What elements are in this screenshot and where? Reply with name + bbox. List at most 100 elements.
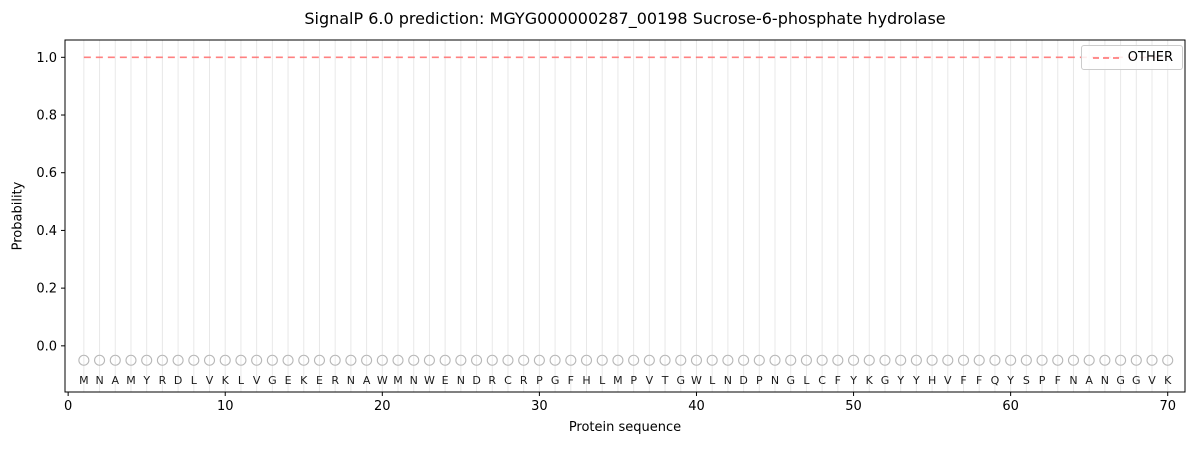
residue-letter: Y [896,374,904,387]
residue-marker [188,354,200,366]
x-tick-label: 60 [1002,399,1019,414]
y-tick-label: 0.0 [36,339,57,354]
residue-letter: H [928,374,936,387]
residue-marker [910,354,922,366]
residue-letter: T [661,374,669,387]
residue-marker [895,354,907,366]
residue-marker [659,354,671,366]
residue-marker [266,354,278,366]
residue-letter: M [126,374,136,387]
residue-marker [1067,354,1080,366]
residue-letter: L [191,374,198,387]
residue-letter: V [646,374,654,387]
residue-letter: V [1148,374,1156,387]
x-tick-label: 40 [688,399,705,414]
residue-marker [675,354,687,366]
residue-marker [78,354,90,366]
residue-marker [329,354,341,366]
residue-marker [471,354,483,366]
y-tick-label: 0.8 [36,109,57,124]
residue-letter: G [1132,374,1141,387]
residue-letter: F [976,374,982,387]
residue-marker [816,354,828,366]
residue-marker [1020,354,1032,366]
residue-marker [1162,354,1174,366]
residue-letter: R [331,374,339,387]
residue-marker [125,354,137,366]
residue-marker [800,354,812,366]
residue-letter: W [691,374,702,387]
residue-letter: N [347,374,355,387]
residue-letter: V [253,374,261,387]
residue-marker [1115,354,1127,366]
residue-marker [345,354,357,366]
x-tick-label: 70 [1159,399,1176,414]
residue-marker [863,354,875,366]
residue-marker [94,354,106,366]
residue-marker [486,354,498,366]
residue-letter: L [599,374,606,387]
residue-letter: P [756,374,763,387]
residue-letter: Q [991,374,1000,387]
residue-letter: G [676,374,685,387]
residue-letter: K [866,374,874,387]
residue-letter: N [410,374,418,387]
residue-letter: F [960,374,966,387]
residue-letter: D [472,374,480,387]
legend-other-label: OTHER [1127,50,1173,65]
residue-letter: C [504,374,512,387]
residue-letter: E [442,374,449,387]
residue-letter: N [1069,374,1077,387]
residue-marker [392,354,404,366]
residue-letter: R [488,374,496,387]
residue-marker [219,354,231,366]
residue-marker [596,354,608,366]
residue-marker [313,354,326,366]
residue-marker [502,354,514,366]
y-tick-label: 0.6 [36,166,57,181]
residue-marker [235,354,247,366]
residue-letter: N [95,374,103,387]
y-tick-label: 0.4 [36,224,57,239]
residue-letter: A [363,374,371,387]
residue-marker [753,354,765,366]
residue-letter: L [803,374,810,387]
residue-marker [172,354,184,366]
residue-letter: N [1101,374,1109,387]
residue-letter: M [393,374,403,387]
residue-marker [565,354,577,366]
residue-marker [376,354,388,366]
residue-letter: V [944,374,952,387]
residue-marker [848,354,860,366]
residue-letter: F [1055,374,1061,387]
legend: OTHER [1080,45,1183,70]
residue-marker [973,354,985,366]
residue-marker [942,354,954,366]
residue-marker [439,354,451,366]
residue-letter: F [835,374,841,387]
residue-marker [1130,354,1142,366]
residue-marker [957,354,970,366]
residue-letter: F [568,374,574,387]
residue-letter: Y [912,374,920,387]
residue-marker [109,354,121,366]
residue-letter: K [300,374,308,387]
residue-letter: S [1023,374,1030,387]
residue-marker [455,354,467,366]
residue-letter: H [582,374,590,387]
residue-marker [628,354,640,366]
residue-marker [580,354,593,366]
residue-letter: P [1039,374,1046,387]
chart-title: SignalP 6.0 prediction: MGYG000000287_00… [304,9,946,28]
residue-marker [690,354,703,366]
residue-marker [408,354,420,366]
residue-marker [1083,354,1095,366]
residue-marker [251,354,263,366]
residue-letter: P [630,374,637,387]
x-tick-label: 10 [217,399,234,414]
residue-letter: G [268,374,277,387]
residue-letter: Y [849,374,857,387]
residue-letter: W [377,374,388,387]
residue-letter: D [174,374,182,387]
